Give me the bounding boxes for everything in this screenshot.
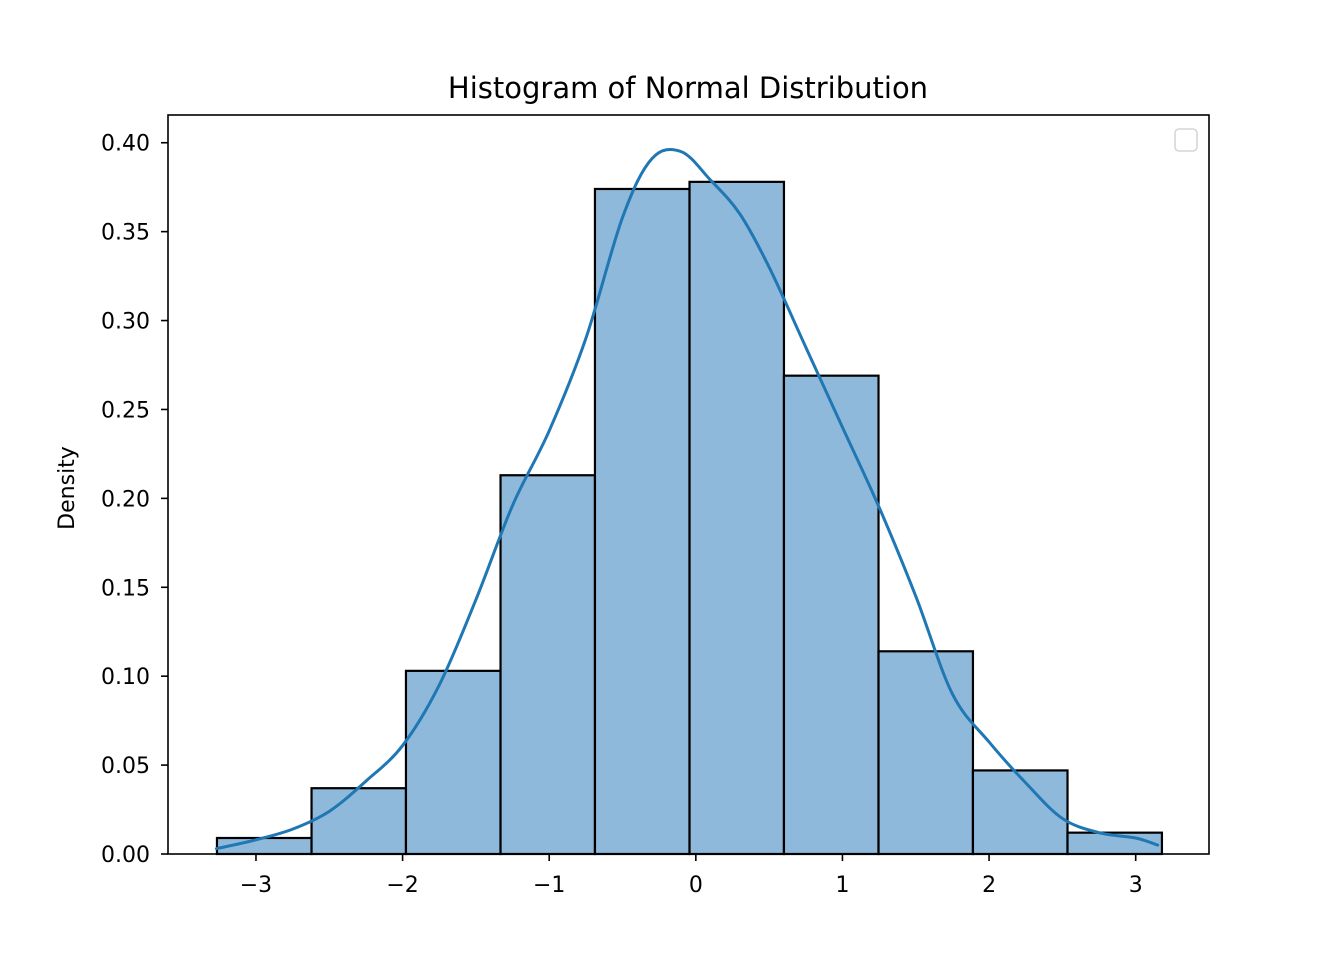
- x-tick-label: 2: [982, 873, 996, 898]
- y-tick-label: 0.05: [101, 754, 150, 779]
- histogram-bar: [971, 769, 1069, 856]
- y-tick-label: 0.20: [101, 487, 150, 512]
- histogram-bar: [782, 374, 880, 856]
- x-tick-label: 1: [835, 873, 849, 898]
- y-tick-label: 0.30: [101, 310, 150, 335]
- histogram-bar: [877, 650, 975, 856]
- plot-frame: [167, 114, 1210, 855]
- kde-curve: [214, 147, 1160, 851]
- y-tick-label: 0.15: [101, 576, 150, 601]
- y-axis-title: Density: [55, 446, 80, 530]
- legend-box: [1174, 128, 1198, 152]
- y-tick-label: 0.40: [101, 132, 150, 157]
- bars-layer: [215, 180, 1164, 856]
- y-tick-label: 0.35: [101, 221, 150, 246]
- x-tick-label: 3: [1129, 873, 1143, 898]
- x-axis: −3 −2 −1 0 1 2 3: [240, 854, 1143, 898]
- x-tick-label: −1: [533, 873, 565, 898]
- histogram-bar: [499, 474, 597, 856]
- histogram-bar: [404, 669, 502, 856]
- chart-title: Histogram of Normal Distribution: [448, 71, 928, 105]
- x-tick-label: −2: [386, 873, 418, 898]
- y-tick-label: 0.25: [101, 398, 150, 423]
- y-tick-label: 0.00: [101, 843, 150, 868]
- histogram-bar: [593, 187, 691, 856]
- y-axis: 0.00 0.05 0.10 0.15 0.20 0.25 0.30 0.35 0.40: [101, 132, 168, 868]
- x-tick-label: −3: [240, 873, 272, 898]
- x-tick-label: 0: [689, 873, 703, 898]
- histogram-bar: [688, 180, 786, 856]
- histogram-bar: [310, 787, 408, 856]
- y-tick-label: 0.10: [101, 665, 150, 690]
